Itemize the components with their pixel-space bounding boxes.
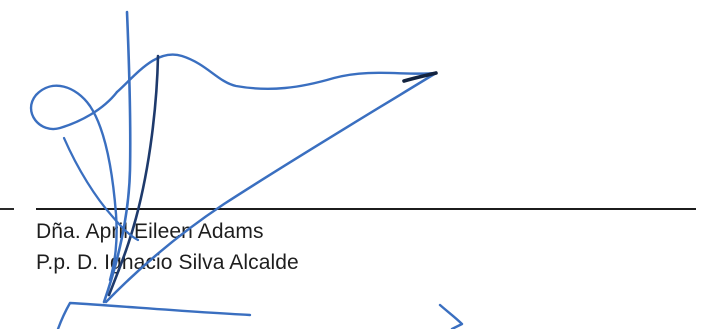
signature-line bbox=[36, 208, 696, 210]
signature-line-stub bbox=[0, 208, 14, 210]
signature-stroke-accent bbox=[402, 71, 438, 83]
signer-proxy: P.p. D. Ignacio Silva Alcalde bbox=[36, 251, 299, 274]
signature-stroke-lower-tail bbox=[438, 303, 464, 329]
signer-name: Dña. April Eileen Adams bbox=[36, 220, 264, 243]
signature-stroke-lower bbox=[56, 301, 252, 329]
signature-stroke-flourish bbox=[115, 53, 438, 94]
